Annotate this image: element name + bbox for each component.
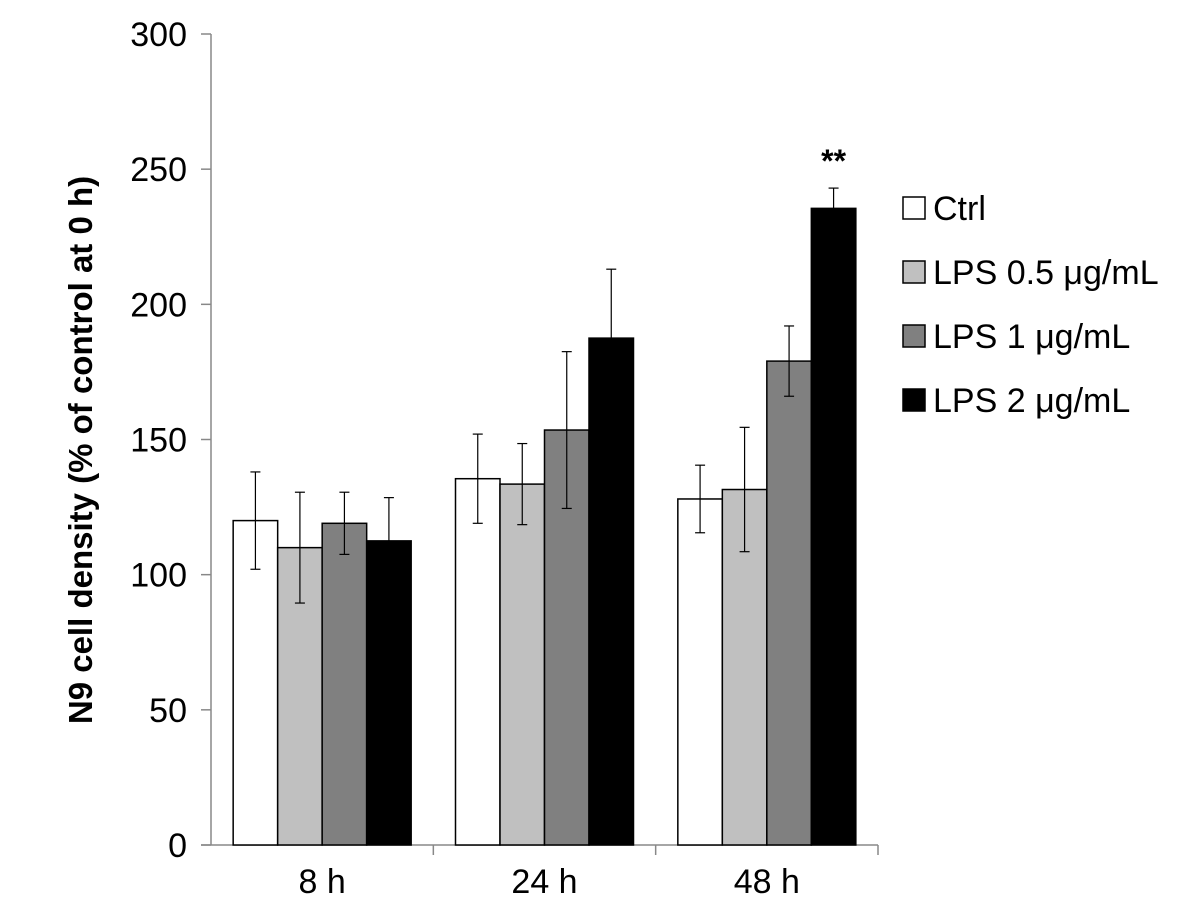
y-tick-label: 100 <box>130 557 187 595</box>
error-bars <box>250 187 839 604</box>
bar-lps-2-g-ml-24-h <box>588 337 635 846</box>
bar-lps-2-g-ml-48-h <box>810 207 857 846</box>
y-axis-label: N9 cell density (% of control at 0 h) <box>62 176 99 724</box>
bar-ctrl-24-h <box>454 477 501 846</box>
bar-ctrl-48-h <box>677 498 724 846</box>
x-tick-label: 48 h <box>734 863 800 901</box>
y-tick-label: 50 <box>149 692 187 730</box>
legend-swatch-lps-2-g-ml <box>902 388 926 412</box>
y-tick-label: 250 <box>130 151 187 189</box>
bar-lps-2-g-ml-8-h <box>365 540 412 846</box>
y-tick-label: 0 <box>168 827 187 865</box>
significance-marker: ** <box>821 143 846 179</box>
bars <box>232 207 857 846</box>
x-tick-label: 8 h <box>299 863 346 901</box>
x-tick-label: 24 h <box>511 863 577 901</box>
bar-lps-0-5-g-ml-24-h <box>499 483 546 846</box>
bar-lps-1-g-ml-48-h <box>766 360 813 846</box>
legend-label-lps-0-5-g-ml: LPS 0.5 μg/mL <box>933 254 1159 292</box>
legend-swatch-ctrl <box>902 196 926 220</box>
legend-swatch-lps-1-g-ml <box>902 324 926 348</box>
y-tick-label: 300 <box>130 16 187 54</box>
legend-label-lps-1-g-ml: LPS 1 μg/mL <box>933 318 1130 356</box>
bar-lps-1-g-ml-8-h <box>321 522 368 846</box>
bar-ctrl-8-h <box>232 519 279 846</box>
y-tick-label: 200 <box>130 286 187 324</box>
axes: 0 50 100 150 200 250 300 8 h 24 h 48 h <box>130 16 879 901</box>
legend-swatch-lps-0-5-g-ml <box>902 260 926 284</box>
y-tick-label: 150 <box>130 422 187 460</box>
legend: Ctrl LPS 0.5 μg/mL LPS 1 μg/mL LPS 2 μg/mL <box>902 190 1159 420</box>
annotations: ** <box>821 143 846 179</box>
legend-label-lps-2-g-ml: LPS 2 μg/mL <box>933 382 1130 420</box>
legend-label-ctrl: Ctrl <box>933 190 986 228</box>
